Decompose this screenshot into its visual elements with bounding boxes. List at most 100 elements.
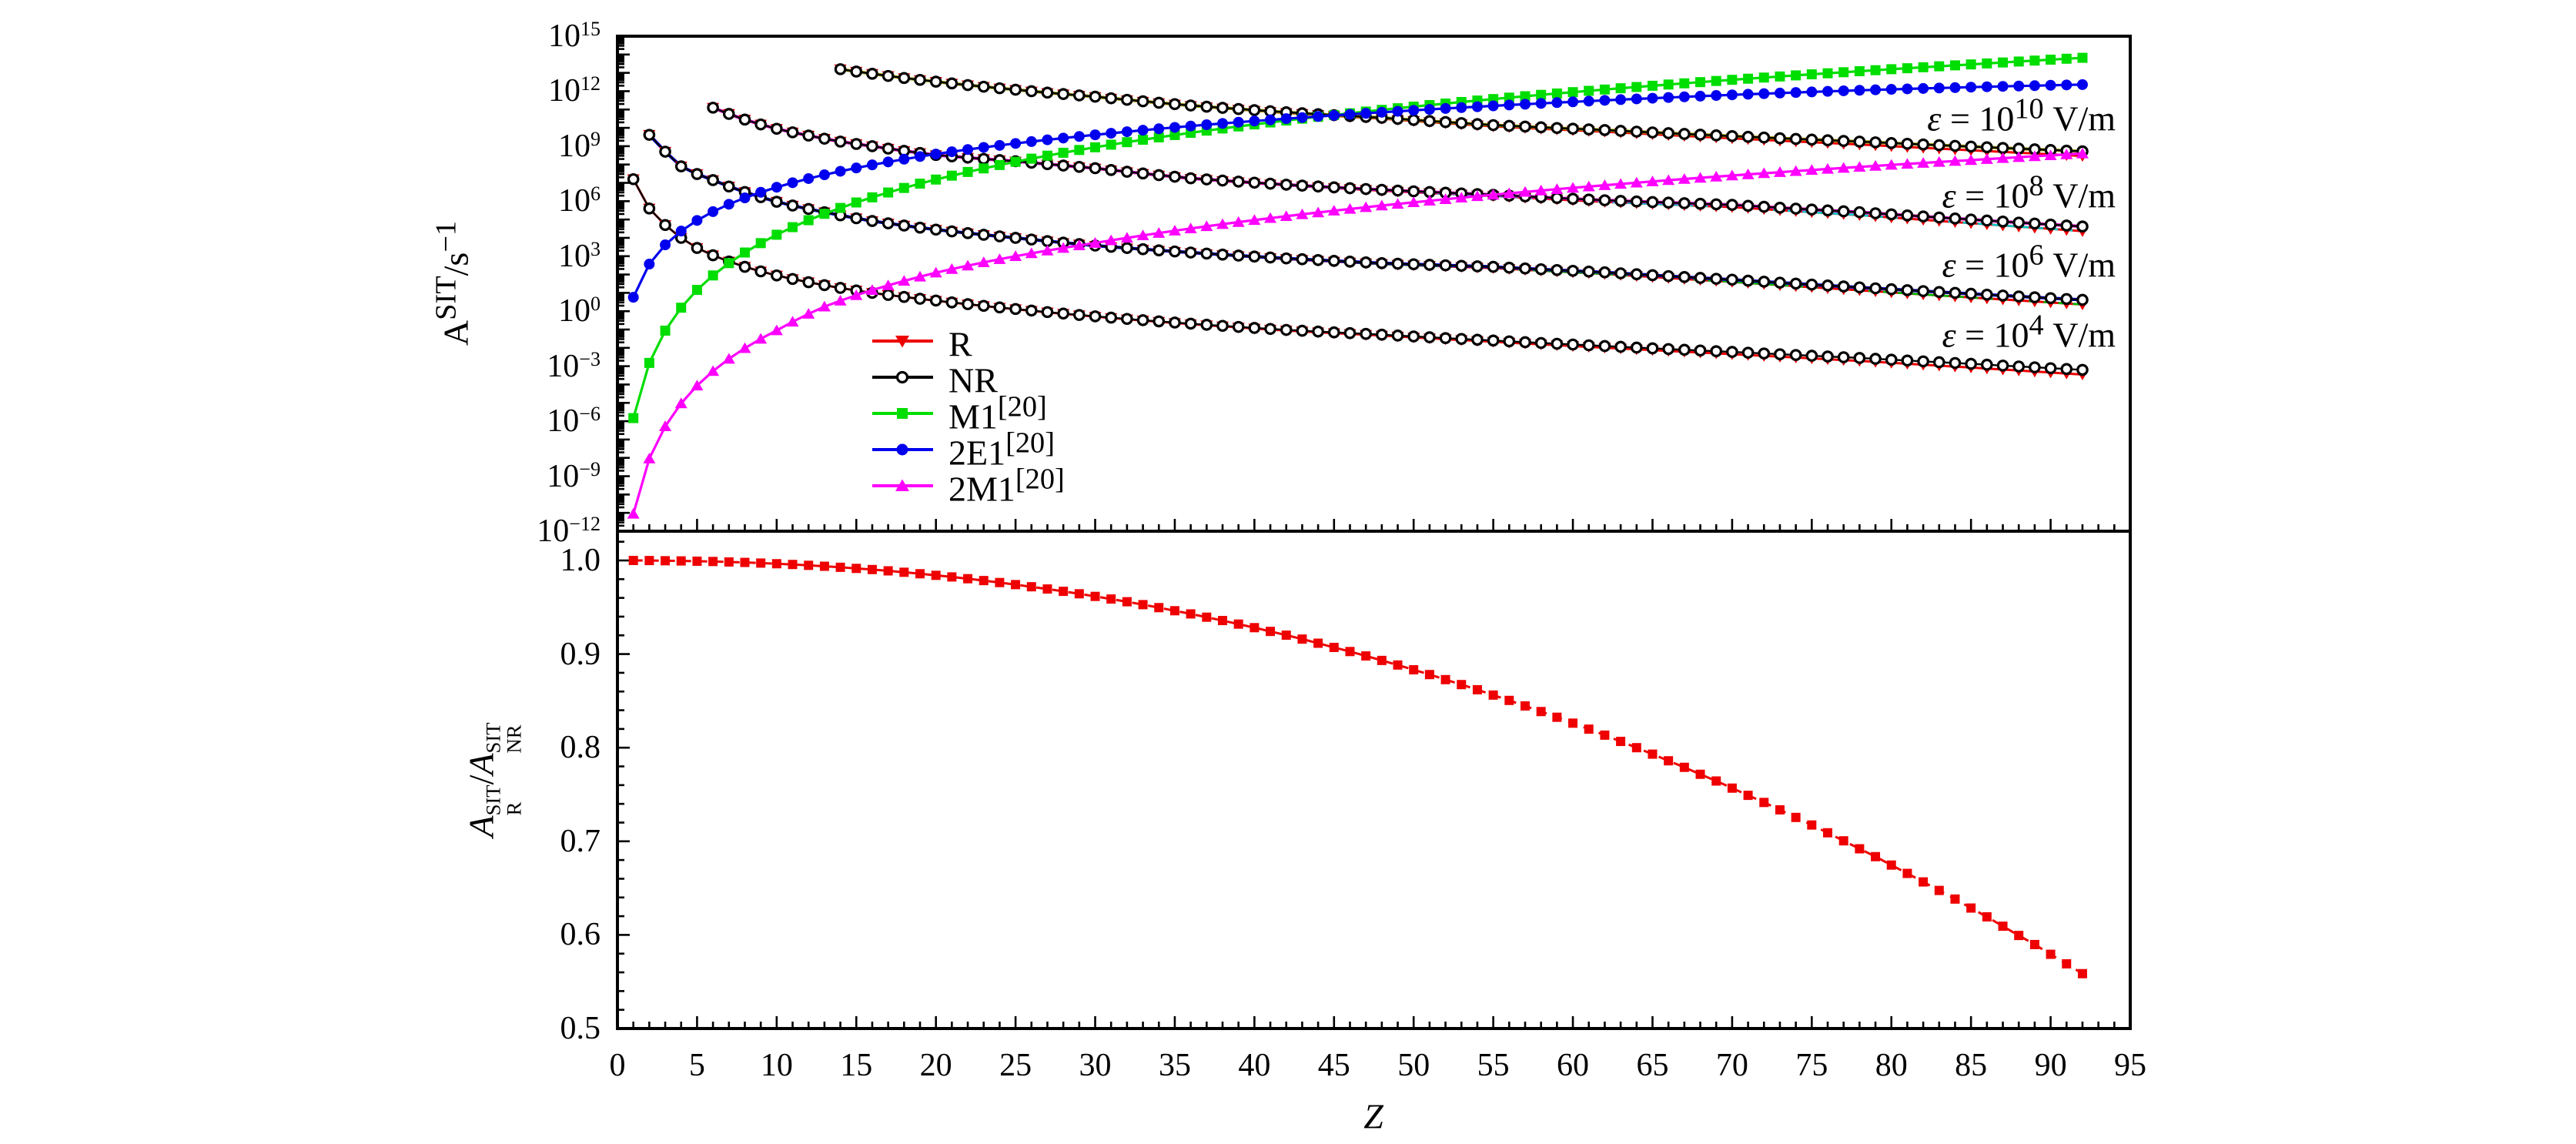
NR-marker <box>627 172 640 186</box>
NR-marker <box>866 215 878 227</box>
2E1-marker <box>1121 126 1132 138</box>
NR-marker <box>1694 197 1707 210</box>
NR-marker <box>1264 323 1276 336</box>
NR-marker <box>1041 158 1054 171</box>
NR-marker <box>1073 89 1086 102</box>
2M1-marker <box>1582 180 1595 192</box>
2E1-marker <box>978 142 989 153</box>
NR-marker <box>1662 127 1674 139</box>
NR-marker <box>771 196 783 208</box>
M1-marker <box>1854 65 1865 76</box>
NR-marker <box>1327 181 1340 194</box>
NR-marker <box>993 301 1006 314</box>
ratio-marker <box>1711 776 1721 786</box>
NR-marker <box>1312 325 1324 338</box>
2E1-marker <box>1025 135 1037 147</box>
NR-marker <box>1932 286 1945 299</box>
NR-marker <box>1073 309 1086 321</box>
M1-marker <box>1169 129 1180 140</box>
2M1-marker <box>1503 187 1516 199</box>
NR-marker <box>1519 120 1531 133</box>
2M1-marker <box>1487 189 1500 200</box>
M1-marker <box>819 209 830 219</box>
NR-marker <box>1455 259 1468 273</box>
NR-marker <box>2076 220 2089 232</box>
NR-marker <box>1439 115 1452 129</box>
NR-marker <box>1184 99 1197 112</box>
2M1-marker <box>691 380 704 391</box>
NR-marker <box>929 294 942 307</box>
NR-marker <box>1710 273 1723 285</box>
2M1-marker <box>993 253 1006 264</box>
NR-marker <box>1534 336 1547 350</box>
NR-marker <box>1232 176 1245 188</box>
NR-marker <box>1041 235 1054 247</box>
ratio-line <box>633 559 2083 975</box>
M1-marker <box>1695 77 1706 88</box>
NR-marker <box>1407 330 1420 343</box>
NR-marker <box>1169 245 1181 258</box>
ratio-marker <box>1138 600 1148 610</box>
NR-marker <box>754 118 767 131</box>
NR-marker <box>1471 118 1484 131</box>
ratio-marker <box>1026 582 1036 592</box>
2M1-marker <box>1773 166 1786 177</box>
NR-marker <box>1487 334 1500 347</box>
NR-marker <box>1822 279 1834 292</box>
2E1-marker <box>787 177 798 189</box>
NR-marker <box>1758 131 1771 144</box>
2E1-marker <box>1631 93 1642 105</box>
NR-marker <box>1121 93 1133 106</box>
2M1-marker <box>1758 167 1771 179</box>
2E1-marker <box>1838 85 1849 96</box>
NR-marker <box>1630 195 1643 208</box>
NR-marker <box>707 249 719 262</box>
NR-marker <box>1041 86 1054 99</box>
NR-marker <box>1327 326 1340 339</box>
NR-marker <box>1822 204 1834 217</box>
2M1-marker <box>1614 178 1628 189</box>
ratio-marker <box>1329 642 1339 652</box>
ratio-marker <box>1074 589 1084 599</box>
2M1-marker <box>643 453 656 463</box>
NR-marker <box>1678 197 1691 209</box>
NR-marker <box>834 135 847 148</box>
NR-marker <box>1519 336 1531 349</box>
NR-marker <box>2044 218 2057 231</box>
ratio-marker <box>1361 651 1371 661</box>
NR-marker <box>1296 253 1309 266</box>
ratio-marker <box>1950 894 1960 904</box>
2M1-marker <box>1996 152 2009 163</box>
NR-marker <box>2060 363 2073 376</box>
NR-marker <box>754 265 767 278</box>
2E1-marker <box>1471 101 1483 112</box>
ratio-marker <box>1233 619 1243 629</box>
ratio-marker <box>1679 762 1689 772</box>
M1-marker <box>1663 79 1674 90</box>
ratio-marker <box>963 574 973 584</box>
NR-marker <box>1869 136 1882 149</box>
NR-marker <box>1455 117 1468 129</box>
ratio-marker <box>1250 623 1260 633</box>
M1-marker <box>1551 88 1562 99</box>
NR-marker <box>1136 314 1149 326</box>
NR-marker <box>1264 251 1276 264</box>
NR-marker <box>1996 216 2009 228</box>
2M1-marker <box>1741 168 1755 179</box>
NR-marker <box>866 140 878 152</box>
NR-marker <box>1774 348 1786 360</box>
2E1-marker <box>803 172 815 184</box>
2M1-marker <box>1072 239 1086 251</box>
NR-marker <box>1025 233 1038 246</box>
NR-marker <box>1089 90 1102 103</box>
M1-marker <box>1743 73 1754 84</box>
NR-marker <box>643 202 656 215</box>
NR-marker <box>1614 195 1627 207</box>
2M1-marker <box>707 365 720 376</box>
NR-marker <box>898 72 911 85</box>
M1-marker <box>708 270 718 281</box>
2E1-marker <box>1806 86 1818 98</box>
2E1-marker <box>1854 85 1865 96</box>
M1-marker <box>2029 55 2040 66</box>
NR-marker <box>738 113 751 126</box>
